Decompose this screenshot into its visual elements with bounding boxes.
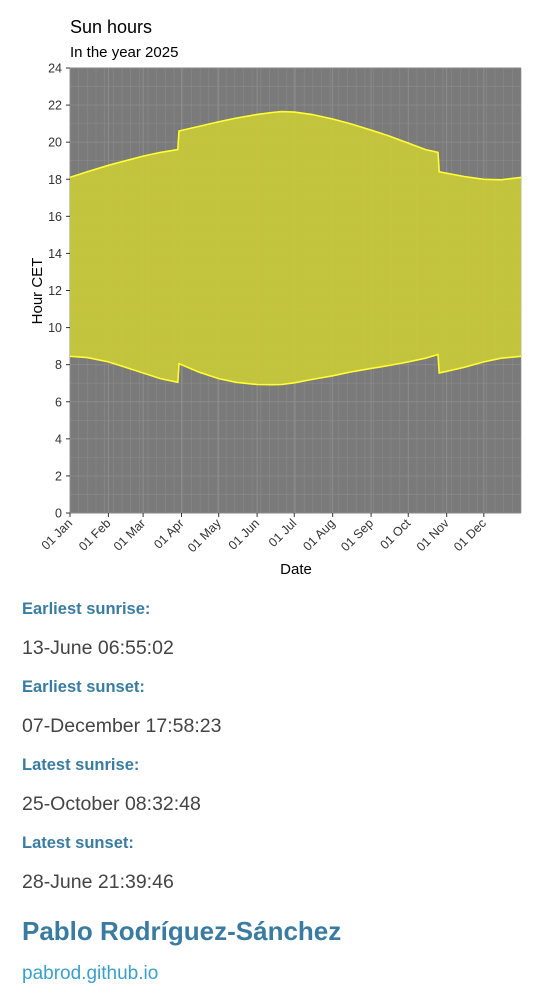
y-tick-label: 4 — [55, 432, 62, 446]
x-tick-label: 01 Aug — [300, 516, 337, 553]
x-tick-label: 01 Apr — [151, 516, 186, 551]
latest-sunset-label: Latest sunset: — [22, 834, 134, 852]
sunrise-line — [69, 353, 522, 386]
y-tick-label: 0 — [55, 507, 62, 521]
earliest-sunrise-label: Earliest sunrise: — [22, 600, 151, 618]
chart-subtitle: In the year 2025 — [70, 44, 178, 61]
author-link[interactable]: pabrod.github.io — [22, 963, 159, 984]
y-tick-label: 10 — [48, 321, 62, 335]
chart-svg: Sun hours In the year 2025 Hour CET Date… — [29, 17, 522, 578]
y-tick-label: 20 — [48, 136, 62, 150]
y-tick-label: 6 — [55, 395, 62, 409]
latest-sunrise-label: Latest sunrise: — [22, 756, 140, 774]
daylight-area — [70, 111, 521, 385]
x-tick-label: 01 Sep — [338, 516, 376, 554]
sunset-line — [69, 110, 522, 181]
author-name: Pablo Rodríguez-Sánchez — [22, 916, 342, 946]
y-tick-label: 12 — [48, 284, 62, 298]
x-axis-label: Date — [280, 561, 312, 578]
sun-stats: Earliest sunrise: 13-June 06:55:02 Earli… — [22, 596, 542, 994]
x-tick-label: 01 Oct — [377, 516, 413, 552]
x-tick-label: 01 Jun — [226, 516, 262, 552]
earliest-sunset-label: Earliest sunset: — [22, 678, 145, 696]
x-tick-label: 01 Feb — [76, 516, 113, 553]
y-tick-label: 18 — [48, 173, 62, 187]
sun-hours-chart: Sun hours In the year 2025 Hour CET Date… — [29, 17, 522, 578]
x-tick-label: 01 May — [185, 516, 224, 555]
y-tick-label: 2 — [55, 469, 62, 483]
y-tick-label: 16 — [48, 210, 62, 224]
y-tick-label: 8 — [55, 358, 62, 372]
earliest-sunset-value: 07-December 17:58:23 — [22, 715, 222, 737]
y-tick-label: 22 — [48, 99, 62, 113]
x-tick-label: 01 Mar — [111, 516, 148, 553]
latest-sunrise-value: 25-October 08:32:48 — [22, 793, 201, 815]
x-tick-label: 01 Dec — [451, 516, 489, 554]
chart-title: Sun hours — [70, 17, 152, 37]
y-axis-label: Hour CET — [29, 258, 46, 325]
y-tick-label: 14 — [48, 247, 62, 261]
y-tick-label: 24 — [48, 62, 62, 76]
earliest-sunrise-value: 13-June 06:55:02 — [22, 637, 174, 659]
x-tick-label: 01 Jan — [39, 516, 75, 552]
latest-sunset-value: 28-June 21:39:46 — [22, 871, 174, 893]
x-tick-label: 01 Jul — [266, 516, 299, 549]
x-tick-label: 01 Nov — [414, 516, 452, 554]
